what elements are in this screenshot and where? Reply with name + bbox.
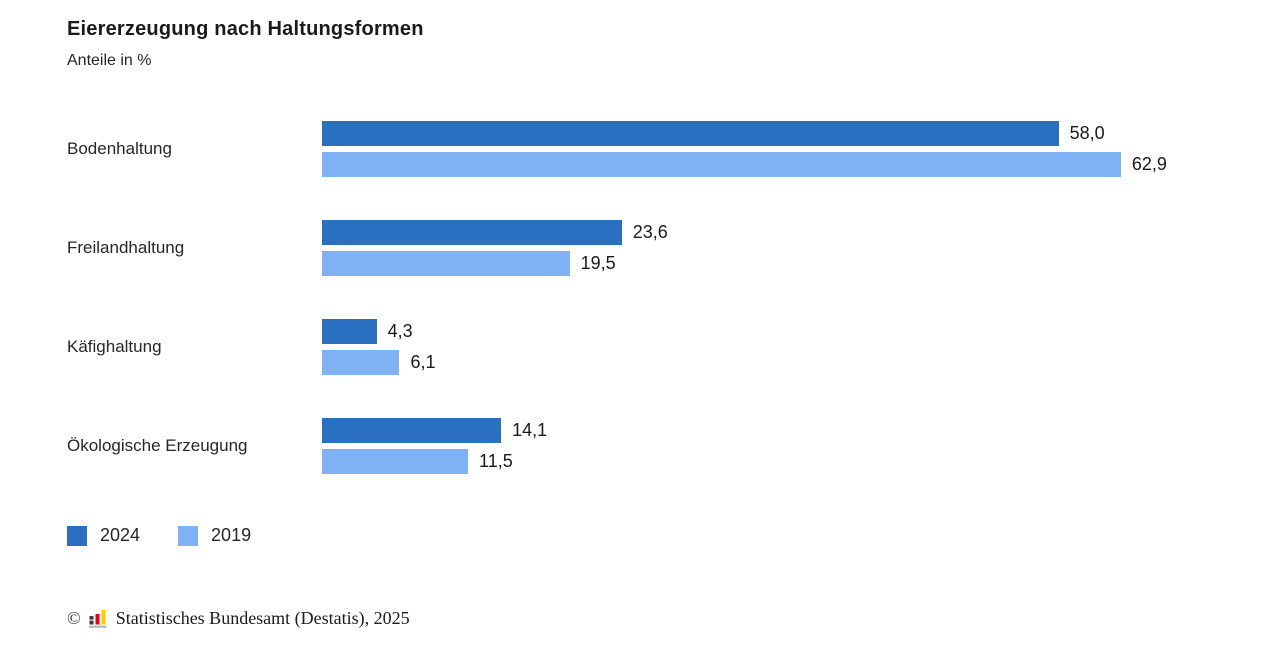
value-label: 14,1 bbox=[512, 420, 548, 440]
bar-2024 bbox=[322, 319, 377, 344]
bar-2019 bbox=[322, 449, 469, 474]
chart-group: Käfighaltung 4,3 6,1 bbox=[67, 319, 1280, 375]
value-label: 19,5 bbox=[580, 253, 616, 273]
bar-2024 bbox=[322, 121, 1059, 146]
category-label: Freilandhaltung bbox=[67, 238, 185, 257]
value-label: 4,3 bbox=[387, 321, 413, 341]
legend-item-2024: 2024 bbox=[67, 525, 140, 546]
legend-item-2019: 2019 bbox=[178, 525, 251, 546]
legend-label-2024: 2024 bbox=[100, 525, 141, 545]
bar-2019 bbox=[322, 152, 1121, 177]
bar-chart: Bodenhaltung 58,0 62,9 Freilandhaltung 23,6 1… bbox=[67, 121, 1280, 474]
page-title: Eiererzeugung nach Haltungsformen bbox=[67, 18, 424, 40]
bar-2019 bbox=[322, 251, 570, 276]
value-label: 62,9 bbox=[1131, 154, 1167, 174]
category-label: Ökologische Erzeugung bbox=[67, 436, 248, 455]
legend-label-2019: 2019 bbox=[211, 525, 252, 545]
value-label: 23,6 bbox=[632, 222, 668, 242]
bar-2024 bbox=[322, 418, 502, 443]
value-label: 58,0 bbox=[1069, 123, 1105, 143]
chart-legend: 2024 2019 bbox=[67, 525, 1280, 546]
chart-group: Ökologische Erzeugung 14,1 11,5 bbox=[67, 418, 1280, 474]
value-label: 11,5 bbox=[479, 451, 513, 471]
chart-group: Freilandhaltung 23,6 19,5 bbox=[67, 220, 1280, 276]
source-line: © Statistisches Bundesamt (Destatis), 20… bbox=[67, 608, 1280, 629]
category-label: Käfighaltung bbox=[67, 337, 162, 356]
source-text: Statistisches Bundesamt (Destatis), 2025 bbox=[115, 608, 410, 628]
bar-2024 bbox=[322, 220, 622, 245]
destatis-logo-icon bbox=[88, 609, 107, 628]
value-label: 6,1 bbox=[410, 352, 436, 372]
legend-swatch-2019 bbox=[178, 525, 199, 546]
chart-subtitle: Anteile in % bbox=[67, 52, 152, 69]
legend-swatch-2024 bbox=[67, 525, 87, 546]
bar-2019 bbox=[322, 350, 400, 375]
copyright-symbol: © bbox=[67, 608, 81, 628]
category-label: Bodenhaltung bbox=[67, 139, 172, 158]
chart-group: Bodenhaltung 58,0 62,9 bbox=[67, 121, 1280, 177]
